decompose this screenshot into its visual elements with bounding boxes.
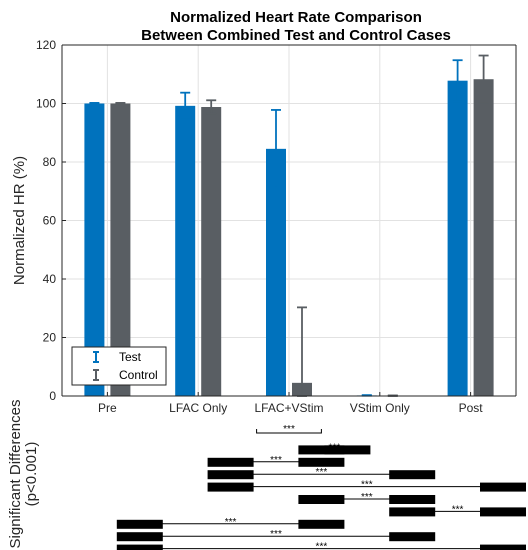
significance-sublabel: (p<0.001) — [23, 442, 40, 507]
y-axis-label: Normalized HR (%) — [11, 156, 28, 285]
bar-test — [447, 80, 468, 396]
significance-box — [207, 470, 254, 480]
y-tick-label: 60 — [43, 214, 57, 228]
bar-control — [473, 79, 494, 396]
significance-box — [324, 445, 371, 455]
x-tick-label: LFAC Only — [169, 401, 227, 415]
y-tick-label: 40 — [43, 272, 57, 286]
chart-subtitle: Between Combined Test and Control Cases — [141, 27, 451, 44]
y-tick-label: 100 — [36, 97, 56, 111]
significance-marker: *** — [283, 424, 295, 435]
significance-box — [389, 470, 436, 480]
significance-box — [116, 544, 163, 550]
significance-box — [298, 457, 345, 467]
significance-marker: *** — [270, 529, 282, 540]
bar-test — [84, 103, 105, 396]
legend-label: Control — [119, 368, 158, 382]
y-tick-label: 0 — [49, 389, 56, 403]
chart-title: Normalized Heart Rate Comparison — [170, 9, 422, 26]
significance-marker: *** — [270, 455, 282, 466]
bar-control — [110, 103, 131, 396]
significance-marker: *** — [329, 442, 341, 453]
significance-box — [116, 519, 163, 529]
significance-marker: *** — [225, 517, 237, 528]
significance-marker: *** — [361, 480, 373, 491]
significance-marker: *** — [316, 542, 328, 550]
significance-box — [480, 507, 526, 517]
legend-label: Test — [119, 350, 142, 364]
y-tick-label: 120 — [36, 38, 56, 52]
x-tick-label: LFAC+VStim — [254, 401, 323, 415]
significance-box — [480, 482, 526, 492]
x-tick-label: VStim Only — [350, 401, 410, 415]
y-tick-label: 80 — [43, 155, 57, 169]
x-tick-label: Post — [459, 401, 484, 415]
significance-box — [298, 495, 345, 504]
significance-box — [298, 519, 345, 529]
significance-marker: *** — [316, 467, 328, 478]
bar-test — [266, 148, 286, 396]
x-tick-label: Pre — [98, 401, 117, 415]
bar-test — [175, 105, 196, 396]
significance-box — [116, 532, 163, 542]
significance-box — [298, 445, 345, 455]
significance-box — [480, 544, 526, 550]
significance-box — [389, 532, 436, 542]
significance-box — [207, 457, 254, 467]
legend-box — [71, 346, 167, 386]
significance-box — [389, 495, 436, 504]
significance-marker: *** — [361, 492, 373, 503]
significance-box — [207, 482, 254, 492]
bar-control — [201, 107, 222, 396]
significance-marker: *** — [452, 504, 464, 515]
significance-box — [389, 507, 436, 517]
significance-label: Significant Differences — [7, 400, 24, 549]
y-tick-label: 20 — [43, 331, 57, 345]
significance-bracket — [256, 429, 322, 434]
